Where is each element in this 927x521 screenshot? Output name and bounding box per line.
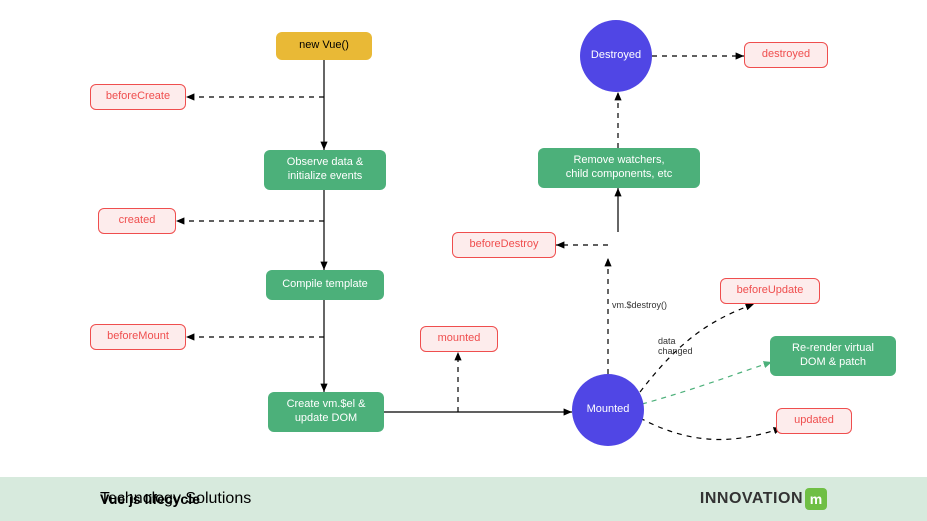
node-observe: Observe data &initialize events — [264, 150, 386, 190]
diagram-canvas: new Vue() beforeCreate Observe data &initi… — [0, 0, 927, 477]
node-rerender: Re-render virtualDOM & patch — [770, 336, 896, 376]
node-created: created — [98, 208, 176, 234]
node-beforeMount: beforeMount — [90, 324, 186, 350]
edge-15 — [642, 362, 772, 404]
edge-label-8: vm.$destroy() — [612, 300, 667, 310]
footer-bar: Vue js lifecycle INNOVATION m Technology… — [0, 477, 927, 521]
brand-logo: INNOVATION m — [700, 488, 827, 510]
node-destroyedState: Destroyed — [580, 20, 652, 92]
node-newVue: new Vue() — [276, 32, 372, 60]
edge-14 — [640, 418, 782, 440]
node-beforeDestroy: beforeDestroy — [452, 232, 556, 258]
node-removeWatch: Remove watchers,child components, etc — [538, 148, 700, 188]
node-destroyedHook: destroyed — [744, 42, 828, 68]
logo-text: INNOVATION — [700, 490, 803, 508]
node-createEl: Create vm.$el &update DOM — [268, 392, 384, 432]
logo-subtitle: Technology Solutions — [100, 490, 251, 508]
logo-accent: m — [805, 488, 827, 510]
node-updated: updated — [776, 408, 852, 434]
node-mountedHook: mounted — [420, 326, 498, 352]
node-compile: Compile template — [266, 270, 384, 300]
node-mountedState: Mounted — [572, 374, 644, 446]
node-beforeUpdate: beforeUpdate — [720, 278, 820, 304]
node-beforeCreate: beforeCreate — [90, 84, 186, 110]
edge-label-15: datachanged — [658, 336, 693, 356]
